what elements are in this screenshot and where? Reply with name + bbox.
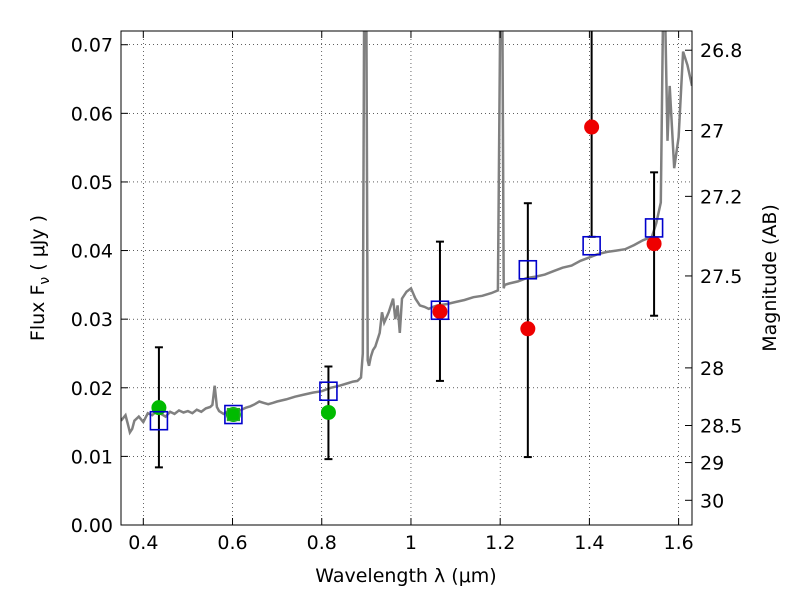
x-tick-label: 1.4: [574, 532, 604, 554]
y-tick-label: 0.07: [71, 35, 113, 57]
model-box: [430, 300, 450, 321]
data-point-red: [520, 321, 536, 337]
data-point-green: [320, 404, 336, 420]
x-tick-label: 0.6: [217, 532, 247, 554]
spectrum-line: [121, 31, 692, 436]
data-point-green: [225, 407, 241, 423]
y-axis-label-unit: ( μJy ): [27, 215, 49, 277]
ticks: 0.4 0.6 0.8 1 1.2 1.4 1.6 0.00 0.01 0.02 0.03 0.04 0…: [71, 31, 742, 554]
model-box-inner-green: [226, 407, 241, 422]
y-tick-label: 0.04: [71, 241, 113, 263]
data-point-green: [151, 400, 167, 416]
y2-tick-label: 29: [700, 453, 724, 475]
y2-tick-label: 27.5: [700, 266, 742, 288]
y-tick-label: 0.02: [71, 378, 113, 400]
model-box: [518, 259, 538, 280]
y2-axis-label: Magnitude (AB): [759, 204, 781, 352]
data-point-red: [432, 304, 448, 320]
model-box: [224, 404, 243, 425]
x-tick-label: 1: [405, 532, 417, 554]
y2-tick-label: 30: [700, 490, 724, 512]
x-tick-label: 0.8: [307, 532, 337, 554]
y2-tick-label: 28.5: [700, 416, 742, 438]
y2-tick-label: 28: [700, 358, 724, 380]
y-axis-label-sub: ν: [37, 277, 53, 285]
y2-tick-label: 27.2: [700, 186, 742, 208]
data-point-red: [584, 119, 600, 135]
y-tick-label: 0.05: [71, 172, 113, 194]
y-axis-label: Flux Fν ( μJy ): [27, 215, 53, 341]
y2-tick-label: 26.8: [700, 40, 742, 62]
data-layer: [121, 31, 692, 436]
y2-tick-label: 27: [700, 120, 724, 142]
x-tick-label: 0.4: [128, 532, 158, 554]
y-tick-label: 0.01: [71, 446, 113, 468]
plot-frame: [120, 30, 693, 526]
model-box: [319, 381, 338, 402]
x-tick-label: 1.2: [485, 532, 515, 554]
y-tick-label: 0.00: [71, 515, 113, 537]
y-tick-label: 0.06: [71, 103, 113, 125]
model-box: [149, 410, 169, 431]
model-box: [582, 235, 601, 256]
x-tick-label: 1.6: [664, 532, 694, 554]
marker-layer: [149, 31, 664, 469]
model-box: [644, 218, 664, 238]
x-axis-label: Wavelength λ (μm): [315, 565, 496, 587]
y-tick-label: 0.03: [71, 309, 113, 331]
data-point-red: [646, 236, 662, 252]
y-axis-label-main: Flux F: [27, 285, 49, 341]
plot-area: [121, 31, 692, 525]
